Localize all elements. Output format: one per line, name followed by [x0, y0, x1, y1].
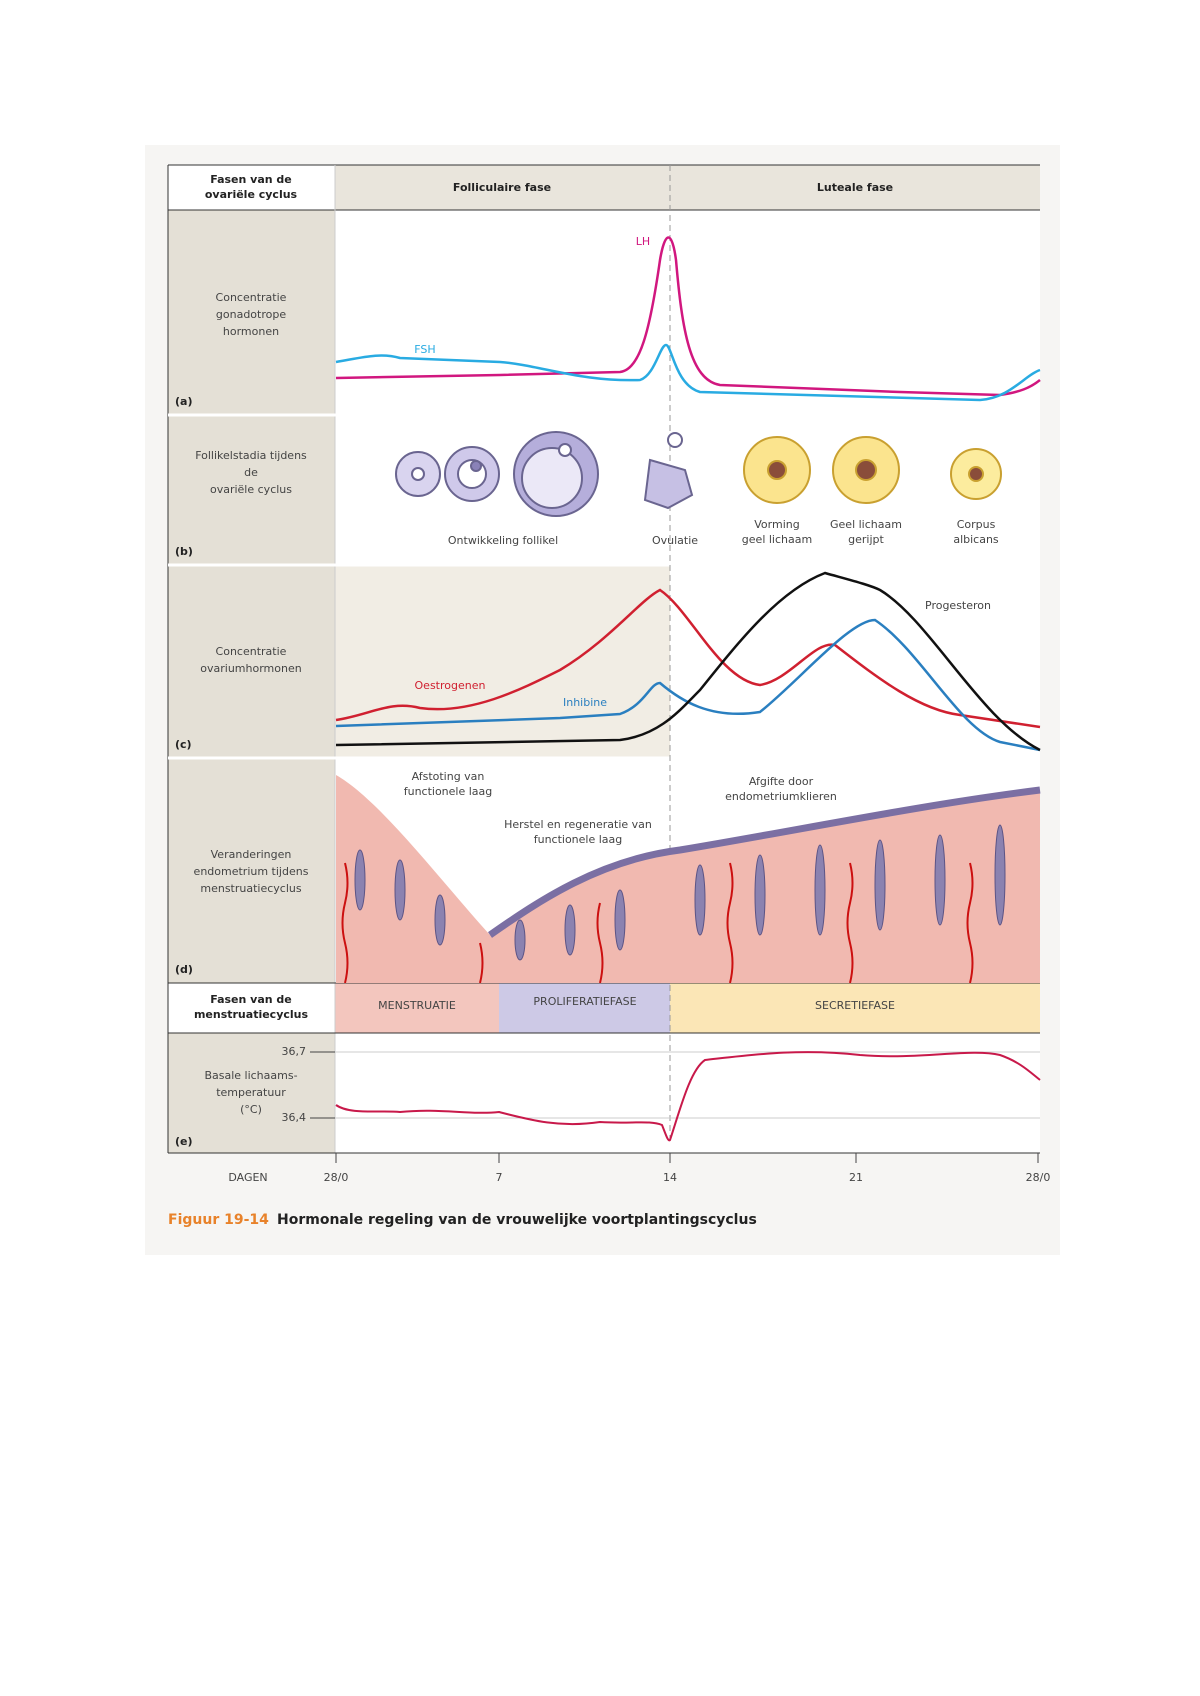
phase-label: MENSTRUATIE: [378, 999, 456, 1012]
row-label: ovariële cyclus: [205, 188, 298, 201]
curve-label: FSH: [414, 343, 435, 356]
curve-label: LH: [636, 235, 650, 248]
stage-label: Ovulatie: [652, 534, 698, 547]
endometrium: [336, 775, 1040, 983]
progesteron-curve: [335, 571, 1041, 752]
day-ticks: [335, 1153, 1039, 1163]
row-label: Fasen van de: [210, 173, 292, 186]
header-label-cell: [168, 165, 335, 210]
tick-label: 36,7: [282, 1045, 307, 1058]
panel-letter: (d): [175, 963, 193, 976]
panel-label: temperatuur: [216, 1086, 286, 1099]
stage-label: geel lichaam: [742, 533, 812, 546]
caption-text: Hormonale regeling van de vrouwelijke vo…: [277, 1212, 757, 1228]
panel-label: menstruatiecyclus: [200, 882, 302, 895]
temperature-curve: [335, 1051, 1041, 1142]
stage-label: Corpus: [957, 518, 996, 531]
annotation: Afstoting van: [412, 770, 485, 783]
phase-label: SECRETIEFASE: [815, 999, 895, 1012]
panel-label: hormonen: [223, 325, 279, 338]
annotation: Herstel en regeneratie van: [504, 818, 652, 831]
fsh-curve: [335, 343, 1041, 402]
arteries: [341, 862, 974, 984]
stage-label: albicans: [953, 533, 999, 546]
stage-label: Ontwikkeling follikel: [448, 534, 558, 547]
phase-proliferatie: [499, 983, 670, 1033]
follicles: [395, 431, 694, 517]
panel-letter: (a): [175, 395, 192, 408]
caption-number: Figuur 19-14: [168, 1212, 269, 1228]
phase-header: Folliculaire fase: [453, 181, 551, 194]
annotation: functionele laag: [534, 833, 623, 846]
endometrium-surface: [487, 786, 1041, 938]
panel-label: endometrium tijdens: [194, 865, 309, 878]
panel-label: Concentratie: [216, 645, 287, 658]
stage-label: Geel lichaam: [830, 518, 902, 531]
day-tick-label: 28/0: [1026, 1171, 1051, 1184]
panel-label: Concentratie: [216, 291, 287, 304]
panel-label: Veranderingen: [211, 848, 292, 861]
shade: [335, 565, 670, 758]
curve-label: Progesteron: [925, 599, 991, 612]
panel-letter: (e): [175, 1135, 193, 1148]
stage-label: Vorming: [754, 518, 799, 531]
annotation: Afgifte door: [749, 775, 814, 788]
panel-label: ovariumhormonen: [200, 662, 301, 675]
panel-label: Follikelstadia tijdens: [195, 449, 307, 462]
oestrogen-curve: [335, 588, 1041, 729]
panel-label: de: [244, 466, 258, 479]
day-tick-label: 21: [849, 1171, 863, 1184]
panel-label: Basale lichaams-: [204, 1069, 297, 1082]
panel-label: ovariële cyclus: [210, 483, 292, 496]
glands: [354, 824, 1006, 961]
phase-menstruatie: [335, 983, 499, 1033]
panel-letter: (c): [175, 738, 192, 751]
plot-area-e: [335, 1033, 1040, 1153]
inhibine-curve: [335, 618, 1041, 752]
phase-label: PROLIFERATIEFASE: [533, 995, 636, 1008]
day-tick-label: 14: [663, 1171, 677, 1184]
panel-label: gonadotrope: [216, 308, 286, 321]
phase-secretie: [670, 983, 1040, 1033]
corpora: [743, 436, 1002, 504]
curve-label: Inhibine: [563, 696, 607, 709]
annotation: endometriumklieren: [725, 790, 837, 803]
day-tick-label: 28/0: [324, 1171, 349, 1184]
row-label: menstruatiecyclus: [194, 1008, 309, 1021]
axis-label: DAGEN: [228, 1171, 267, 1184]
day-tick-label: 7: [496, 1171, 503, 1184]
tick-label: 36,4: [282, 1111, 307, 1124]
phase-header: Luteale fase: [817, 181, 893, 194]
row-label: Fasen van de: [210, 993, 292, 1006]
header-row: [335, 165, 1040, 210]
curve-label: Oestrogenen: [415, 679, 486, 692]
menstrual-label-cell: [168, 983, 335, 1033]
panel-letter: (b): [175, 545, 193, 558]
stage-label: gerijpt: [848, 533, 884, 546]
panel-label: (°C): [240, 1103, 262, 1116]
annotation: functionele laag: [404, 785, 493, 798]
